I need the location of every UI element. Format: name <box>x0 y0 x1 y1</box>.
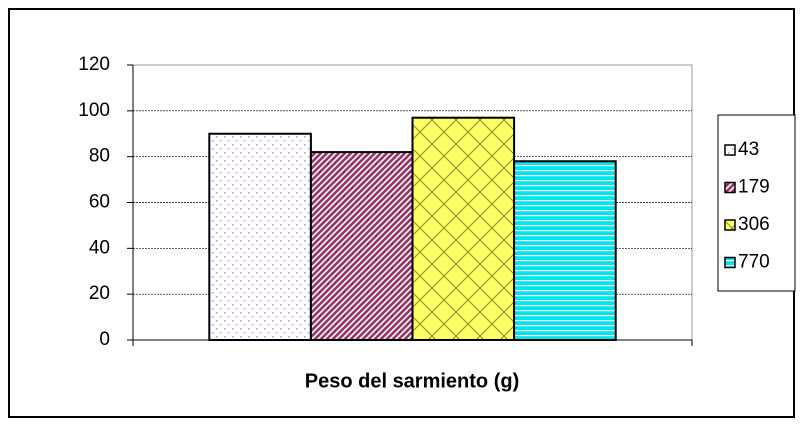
legend-swatch <box>724 256 736 269</box>
bar <box>411 116 516 342</box>
legend-swatch <box>724 219 736 231</box>
y-tick-label: 80 <box>89 146 110 167</box>
legend-label: 43 <box>738 139 759 160</box>
y-tick-label: 0 <box>99 329 110 350</box>
legend-label: 179 <box>738 177 770 198</box>
y-tick-label: 20 <box>89 283 110 304</box>
y-tick-label: 120 <box>78 54 110 75</box>
y-tick-label: 100 <box>78 100 110 121</box>
bar <box>208 132 312 341</box>
legend-swatch <box>724 144 736 156</box>
legend-swatch <box>724 181 736 194</box>
bar <box>309 151 414 341</box>
y-tick-label: 60 <box>89 192 110 213</box>
x-axis-label: Peso del sarmiento (g) <box>305 370 520 392</box>
legend-label: 306 <box>738 214 770 235</box>
legend-label: 770 <box>738 252 770 273</box>
y-tick-label: 40 <box>89 237 110 258</box>
bar <box>513 160 617 341</box>
